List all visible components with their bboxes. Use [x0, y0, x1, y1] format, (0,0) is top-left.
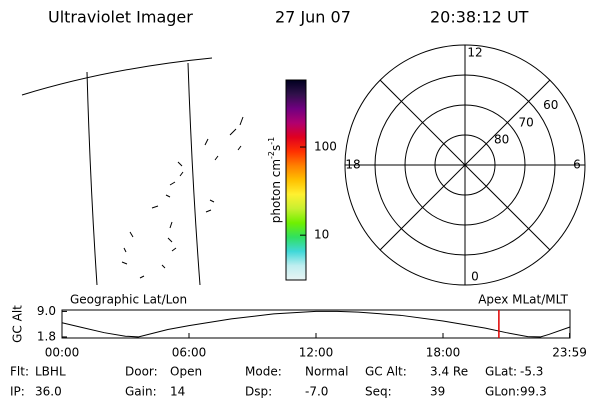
map-line	[21, 57, 213, 96]
field-label: Mode:	[245, 365, 282, 379]
footer: Flt: LBHL Door: Open Mode: Normal GC Alt: 3.4 R…	[10, 365, 547, 399]
ring-label: 60	[543, 98, 558, 112]
field-value: -7.0	[305, 385, 328, 399]
field-label: GC Alt:	[365, 365, 407, 379]
polar-ring	[374, 74, 556, 256]
y-tick-label: 9.0	[37, 304, 56, 318]
ring-label: 70	[519, 115, 534, 129]
map-line	[86, 71, 98, 286]
colorbar-fill	[285, 79, 307, 281]
mlt-label: 6	[573, 158, 581, 172]
label-sup: -1	[267, 137, 276, 145]
ring-label: 80	[494, 132, 509, 146]
label-sup: -2	[267, 151, 276, 159]
date: 27 Jun 07	[275, 8, 351, 27]
time: 20:38:12 UT	[430, 8, 529, 27]
field-label: Door:	[125, 365, 158, 379]
field-label: Dsp:	[245, 385, 272, 399]
altitude-curve	[61, 310, 571, 338]
field-value: LBHL	[35, 365, 66, 379]
field-value: 99.3	[520, 385, 547, 399]
x-tick-label: 18:00	[426, 346, 461, 360]
colorbar-label: photon cm-2s-1	[267, 137, 283, 224]
polar-spoke	[379, 79, 551, 251]
y-axis-label: GC Alt	[11, 305, 25, 343]
x-tick-label: 06:00	[172, 346, 207, 360]
mlt-label: 18	[345, 158, 360, 172]
title: Ultraviolet Imager	[48, 8, 193, 27]
field-value: 3.4 Re	[430, 365, 468, 379]
field-value: 39	[430, 385, 445, 399]
x-tick-label: 00:00	[45, 346, 80, 360]
field-label: GLon:	[485, 385, 520, 399]
altitude-plot: GC Alt 9.0 1.8 00:00 06:00 12:00 18:00 23:59	[11, 304, 587, 360]
map-contours	[121, 116, 244, 279]
y-tick-label: 1.8	[37, 329, 56, 343]
polar-ring	[404, 104, 526, 226]
x-tick-label: 12:00	[299, 346, 334, 360]
field-value: 36.0	[35, 385, 62, 399]
map-label: Apex MLat/MLT	[478, 293, 568, 307]
field-value: Normal	[305, 365, 348, 379]
map-label: Geographic Lat/Lon	[70, 293, 187, 307]
label-part: s	[269, 145, 283, 151]
field-value: -5.3	[520, 365, 543, 379]
colorbar-tick-label: 10	[314, 228, 329, 242]
colorbar: 10 100	[285, 79, 337, 281]
map-line	[187, 62, 201, 286]
map-grid	[21, 57, 244, 286]
mlt-label: 0	[471, 270, 479, 284]
polar-ring	[434, 134, 496, 196]
field-label: Seq:	[365, 385, 392, 399]
label-part: photon cm	[269, 159, 283, 223]
field-label: IP:	[10, 385, 25, 399]
mlt-label: 12	[467, 46, 482, 60]
field-value: 14	[170, 385, 185, 399]
field-value: Open	[170, 365, 202, 379]
field-label: Flt:	[10, 365, 29, 379]
field-label: Gain:	[125, 385, 157, 399]
field-label: GLat:	[485, 365, 517, 379]
colorbar-tick-label: 100	[314, 140, 337, 154]
x-tick-label: 23:59	[552, 346, 587, 360]
